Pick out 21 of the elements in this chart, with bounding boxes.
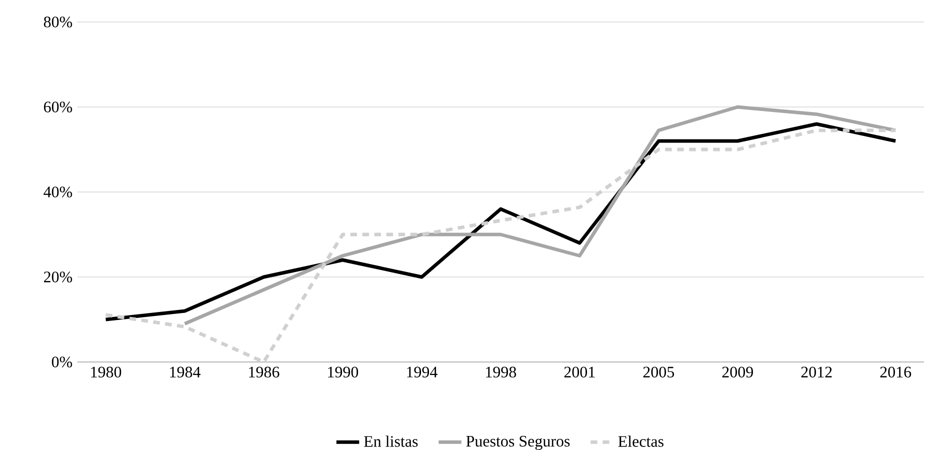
line-series (104, 128, 898, 364)
y-tick-label: 60% (44, 102, 72, 112)
x-tick-label: 1998 (486, 366, 516, 378)
legend-label: Electas (618, 436, 664, 447)
y-tick-label: 80% (44, 16, 72, 28)
legend-label: En listas (364, 436, 418, 447)
x-tick-label: 1984 (170, 366, 201, 378)
x-tick-label: 1990 (328, 366, 358, 378)
x-tick-label: 2001 (564, 366, 595, 378)
x-tick-label: 2009 (722, 366, 753, 378)
y-tick-label: 0% (52, 356, 72, 368)
x-tick-label: 2012 (801, 366, 832, 378)
x-tick-label: 1980 (91, 366, 122, 378)
x-tick-label: 2005 (643, 366, 674, 378)
line-series (183, 105, 898, 326)
y-tick-label: 40% (44, 186, 72, 198)
y-tick-label: 20% (44, 272, 72, 282)
legend-label: Puestos Seguros (466, 436, 570, 450)
x-tick-label: 1986 (249, 366, 280, 378)
x-tick-label: 2016 (880, 366, 912, 378)
x-tick-label: 1994 (407, 366, 438, 378)
